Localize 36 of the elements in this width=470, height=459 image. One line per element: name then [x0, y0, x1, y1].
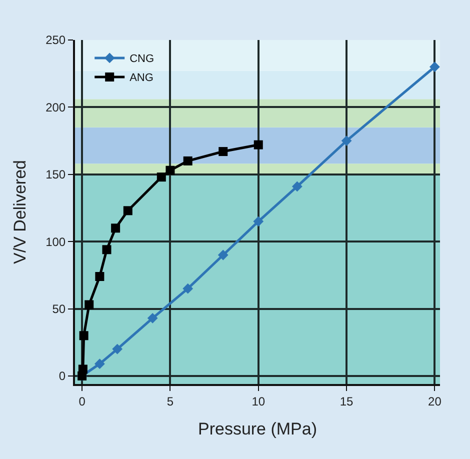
x-tick-label: 10 [252, 394, 266, 408]
point [292, 181, 302, 192]
y-tick-label: 50 [52, 302, 66, 316]
point [430, 62, 440, 72]
point [78, 364, 88, 374]
y-tick-label: 250 [46, 33, 66, 48]
point [147, 312, 158, 324]
point [111, 224, 120, 233]
legend-label: ANG [130, 72, 154, 84]
point [95, 272, 104, 281]
point [112, 344, 123, 354]
y-tick-label: 150 [46, 168, 66, 182]
x-tick-label: 5 [166, 394, 174, 408]
point [79, 331, 88, 340]
y-tick-label: 100 [46, 234, 66, 249]
point [94, 358, 105, 370]
point [254, 140, 263, 150]
x-tick-label: 20 [428, 394, 442, 408]
point [218, 250, 228, 260]
point [156, 172, 166, 182]
point [341, 136, 352, 146]
point [183, 156, 192, 166]
point [253, 216, 264, 227]
y-tick-label: 200 [46, 100, 66, 114]
x-tick-label: 15 [340, 394, 354, 408]
x-axis-title: Pressure (MPa) [198, 419, 318, 438]
point [102, 245, 112, 254]
legend-label: CNG [130, 53, 154, 66]
y-axis-title: V/V Delivered [10, 160, 30, 264]
point [218, 147, 228, 156]
point [123, 206, 132, 216]
point [166, 166, 175, 175]
x-tick-label: 0 [78, 394, 86, 408]
point [182, 283, 194, 294]
point [84, 300, 94, 310]
y-tick-label: 0 [58, 369, 66, 384]
